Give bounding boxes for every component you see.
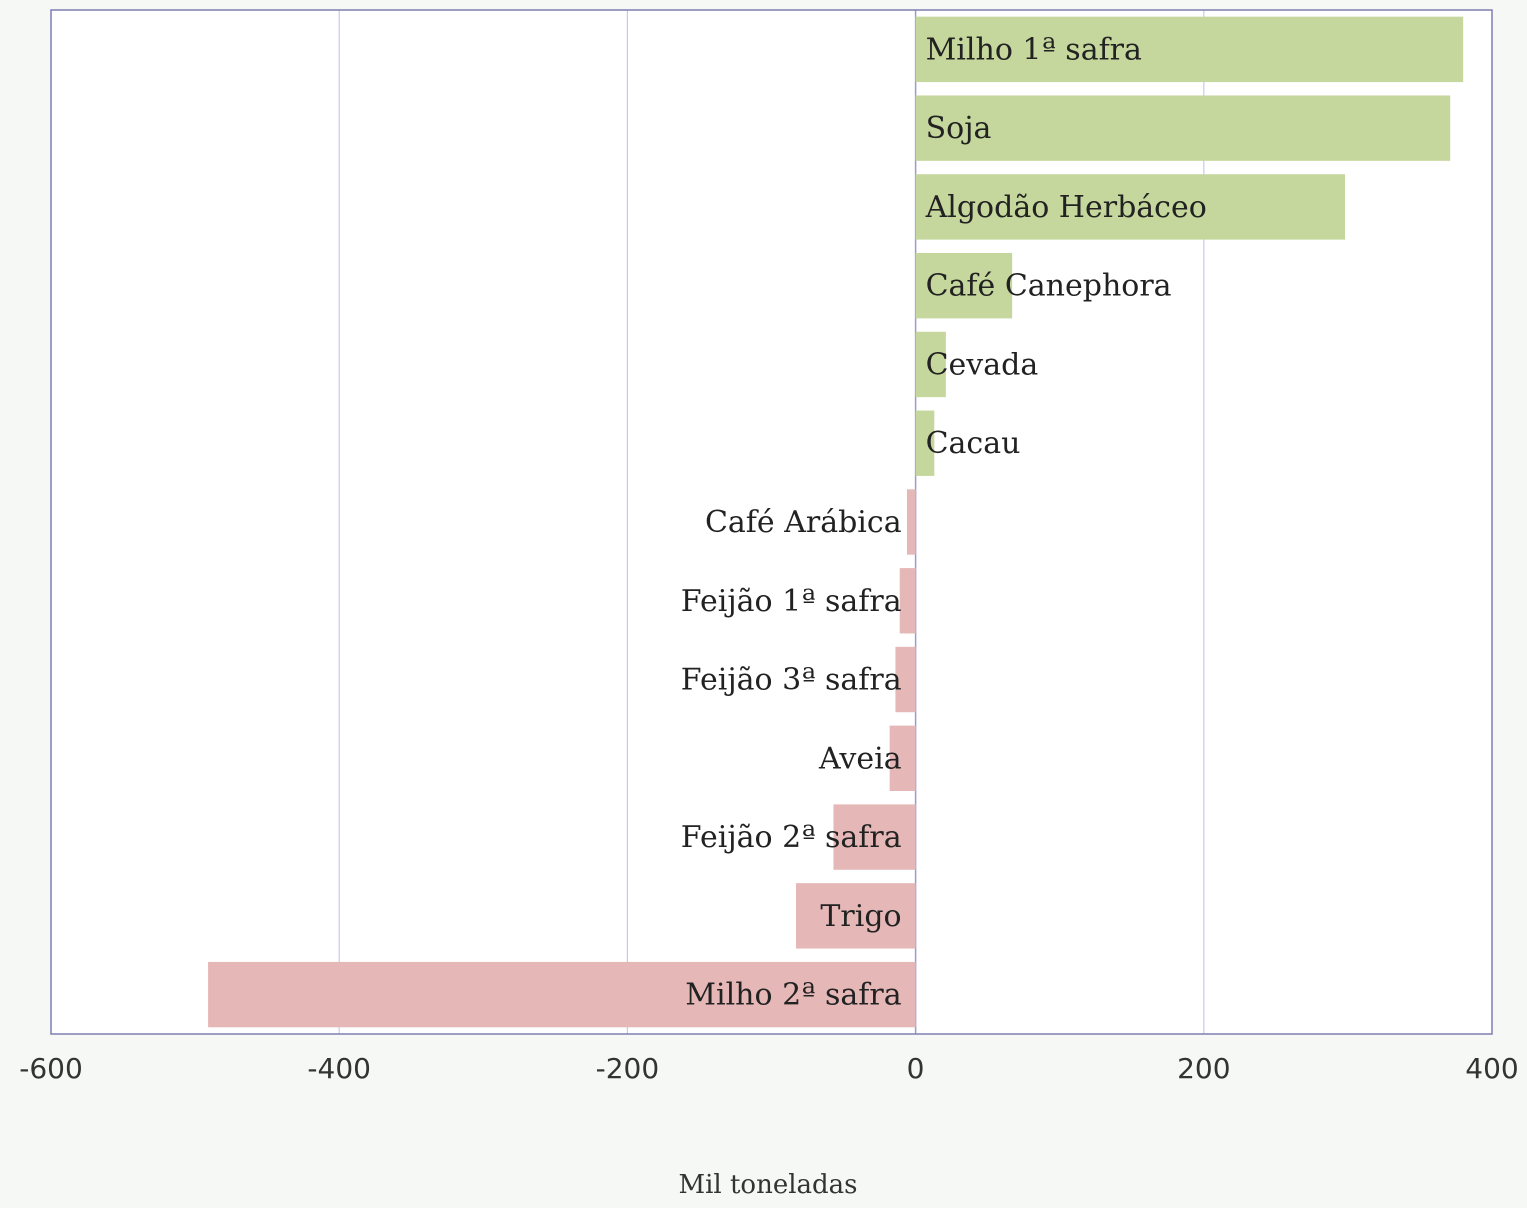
x-tick-label: -200: [596, 1052, 660, 1085]
bar-11: [833, 804, 916, 870]
bar-3: [915, 174, 1346, 240]
x-tick-label: 0: [907, 1052, 925, 1085]
x-axis-title: Mil toneladas: [678, 1170, 857, 1200]
bar-9: [895, 646, 916, 713]
bar-13: [208, 961, 916, 1028]
category-label: Cacau: [926, 426, 1021, 461]
category-label: Algodão Herbáceo: [925, 190, 1207, 225]
category-label: Feijão 2ª safra: [681, 820, 902, 855]
category-label: Milho 1ª safra: [926, 32, 1142, 67]
bar-1: [915, 16, 1464, 83]
category-label: Café Arábica: [705, 505, 902, 540]
x-axis-ticks: -600 -400 -200 0 200 400: [19, 1052, 1519, 1085]
category-label: Milho 2ª safra: [685, 978, 901, 1013]
plot-frame: [50, 9, 1493, 1035]
x-tick-label: 400: [1465, 1052, 1518, 1085]
category-label: Aveia: [818, 741, 902, 776]
x-tick-label: -400: [307, 1052, 371, 1085]
bar-5: [915, 331, 946, 398]
category-label: Cevada: [926, 347, 1039, 382]
bar-4: [915, 253, 1013, 319]
category-label: Trigo: [820, 899, 901, 934]
bar-10: [889, 725, 916, 791]
x-tick-label: -600: [19, 1052, 83, 1085]
category-labels: Milho 1ª safra Soja Algodão Herbáceo Café C…: [681, 32, 1207, 1012]
category-label: Café Canephora: [926, 269, 1172, 304]
bar-8: [899, 568, 916, 634]
x-tick-label: 200: [1177, 1052, 1230, 1085]
category-label: Feijão 1ª safra: [681, 584, 902, 619]
bar-12: [795, 883, 916, 949]
bars: [208, 16, 1464, 1028]
category-label: Feijão 3ª safra: [681, 663, 902, 698]
bar-6: [915, 410, 935, 476]
bar-7: [906, 489, 916, 555]
category-label: Soja: [926, 111, 992, 146]
bar-2: [915, 95, 1451, 161]
